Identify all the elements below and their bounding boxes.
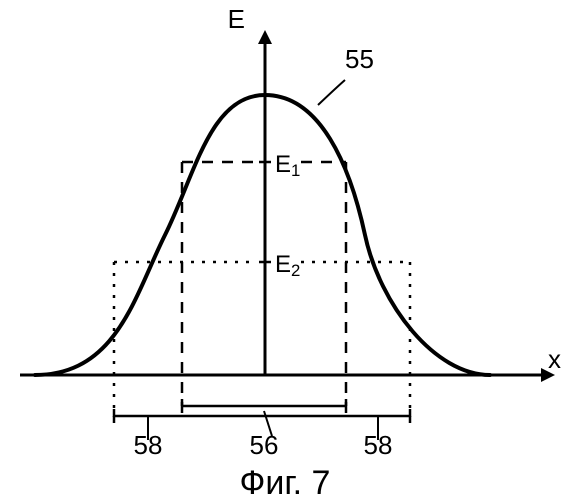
tick-label-t58a: 58 (134, 430, 163, 460)
x-axis-label: x (548, 344, 561, 374)
tick-label-t56: 56 (250, 430, 279, 460)
curve-callout-label: 55 (345, 44, 374, 74)
y-axis-arrow-icon (258, 30, 272, 44)
tick-label-t58b: 58 (364, 430, 393, 460)
figure-container: { "canvas": { "width": 571, "height": 50… (0, 0, 571, 500)
level-label-E1: E1 (275, 151, 300, 180)
bell-curve (35, 95, 490, 375)
figure-svg: Ex 55 E1 E2 56 58 58 Фиг. 7 (0, 0, 571, 500)
level-label-E2: E2 (275, 251, 300, 280)
y-axis-label: E (228, 4, 245, 34)
figure-caption: Фиг. 7 (240, 464, 331, 500)
curve-callout-leader (318, 80, 345, 105)
